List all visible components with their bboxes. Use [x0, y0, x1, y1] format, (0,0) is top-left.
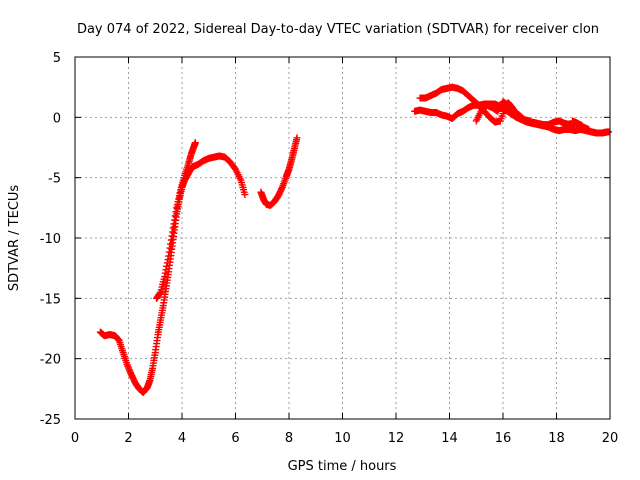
x-tick-label: 18: [548, 431, 565, 446]
x-tick-label: 0: [71, 431, 79, 446]
y-tick-label: -20: [40, 353, 61, 368]
x-tick-label: 4: [178, 431, 186, 446]
x-tick-label: 2: [124, 431, 132, 446]
data-point-marker: [191, 139, 199, 147]
series-track-1: [96, 152, 249, 396]
series-track-2: [153, 139, 199, 302]
y-tick-label: -5: [48, 172, 61, 187]
x-axis-label: GPS time / hours: [288, 459, 397, 474]
y-tick-label: -15: [40, 292, 61, 307]
axis-ticks: 0 2 4 6 8 10 12 14 16 18 20 5 0 -5 -10 -15 -20 -25: [40, 51, 619, 446]
y-tick-label: -10: [40, 232, 61, 247]
y-tick-label: 0: [53, 111, 61, 126]
x-tick-label: 10: [334, 431, 351, 446]
y-tick-label: -25: [40, 413, 61, 428]
y-axis-label: SDTVAR / TECUs: [7, 185, 22, 292]
x-tick-label: 8: [285, 431, 293, 446]
series-track-7: [569, 117, 593, 133]
plot-border: [74, 56, 611, 420]
y-tick-label: 5: [53, 51, 61, 66]
x-tick-label: 12: [388, 431, 405, 446]
chart-title: Day 074 of 2022, Sidereal Day-to-day VTE…: [77, 22, 599, 37]
data-point-marker: [526, 117, 534, 125]
x-tick-label: 20: [602, 431, 619, 446]
data-point-marker: [241, 191, 249, 199]
data-series: [96, 83, 613, 396]
x-tick-label: 16: [495, 431, 512, 446]
data-point-marker: [605, 128, 613, 136]
x-tick-label: 14: [441, 431, 458, 446]
series-track-3: [257, 134, 301, 209]
series-track-6: [472, 98, 534, 125]
data-point-marker: [585, 125, 593, 133]
data-point-marker: [293, 134, 301, 142]
grid: [75, 57, 610, 419]
x-tick-label: 6: [231, 431, 239, 446]
